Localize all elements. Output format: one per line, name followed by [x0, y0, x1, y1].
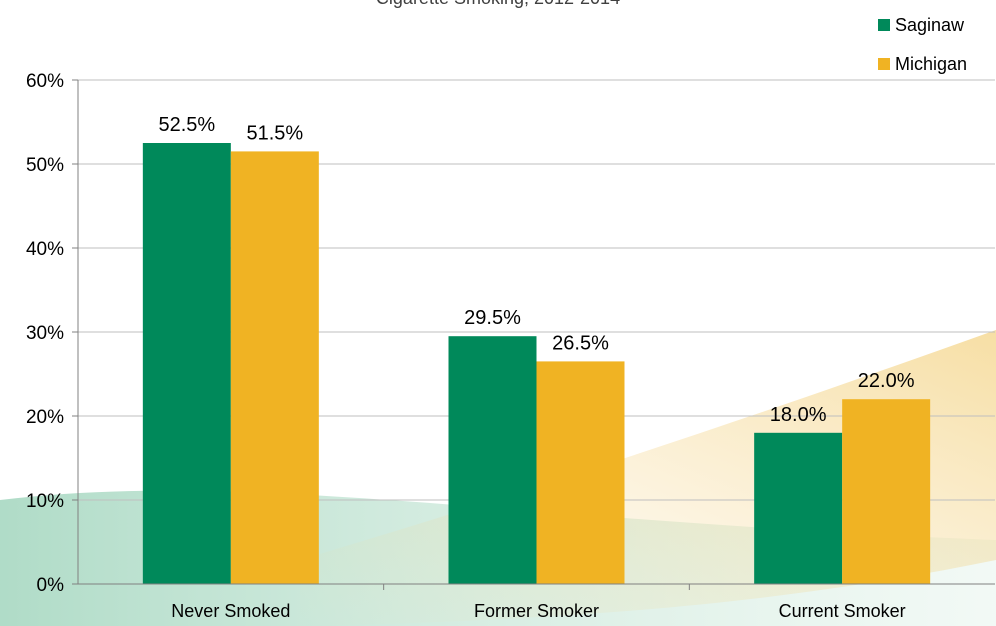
data-label: 29.5% — [464, 307, 521, 329]
y-tick-label: 30% — [26, 323, 64, 344]
data-label: 51.5% — [246, 122, 303, 144]
y-tick-label: 50% — [26, 155, 64, 176]
y-tick-label: 0% — [37, 575, 65, 596]
y-tick-label: 10% — [26, 491, 64, 512]
bar-michigan-current-smoker — [842, 399, 931, 584]
chart-title: Cigarette Smoking, 2012-2014 — [0, 0, 996, 9]
legend-label-saginaw: Saginaw — [895, 14, 965, 35]
y-tick-label: 60% — [26, 71, 64, 92]
legend-swatch-michigan — [878, 58, 890, 70]
legend-item-saginaw: Saginaw — [878, 12, 967, 38]
bar-saginaw-never-smoked — [142, 143, 231, 584]
x-category-label: Former Smoker — [474, 601, 599, 621]
data-label: 52.5% — [158, 114, 215, 136]
data-label: 26.5% — [552, 332, 609, 354]
chart-legend: Saginaw Michigan — [878, 12, 967, 90]
bar-saginaw-former-smoker — [448, 336, 537, 584]
data-label: 18.0% — [770, 404, 827, 426]
bar-michigan-never-smoked — [230, 151, 319, 584]
legend-item-michigan: Michigan — [878, 51, 967, 77]
legend-swatch-saginaw — [878, 19, 890, 31]
legend-label-michigan: Michigan — [895, 53, 968, 74]
x-category-label: Current Smoker — [779, 601, 906, 621]
y-tick-label: 40% — [26, 239, 64, 260]
x-category-label: Never Smoked — [171, 601, 290, 621]
y-tick-label: 20% — [26, 407, 64, 428]
bar-michigan-former-smoker — [536, 361, 625, 584]
bar-saginaw-current-smoker — [754, 432, 843, 584]
data-label: 22.0% — [858, 370, 915, 392]
